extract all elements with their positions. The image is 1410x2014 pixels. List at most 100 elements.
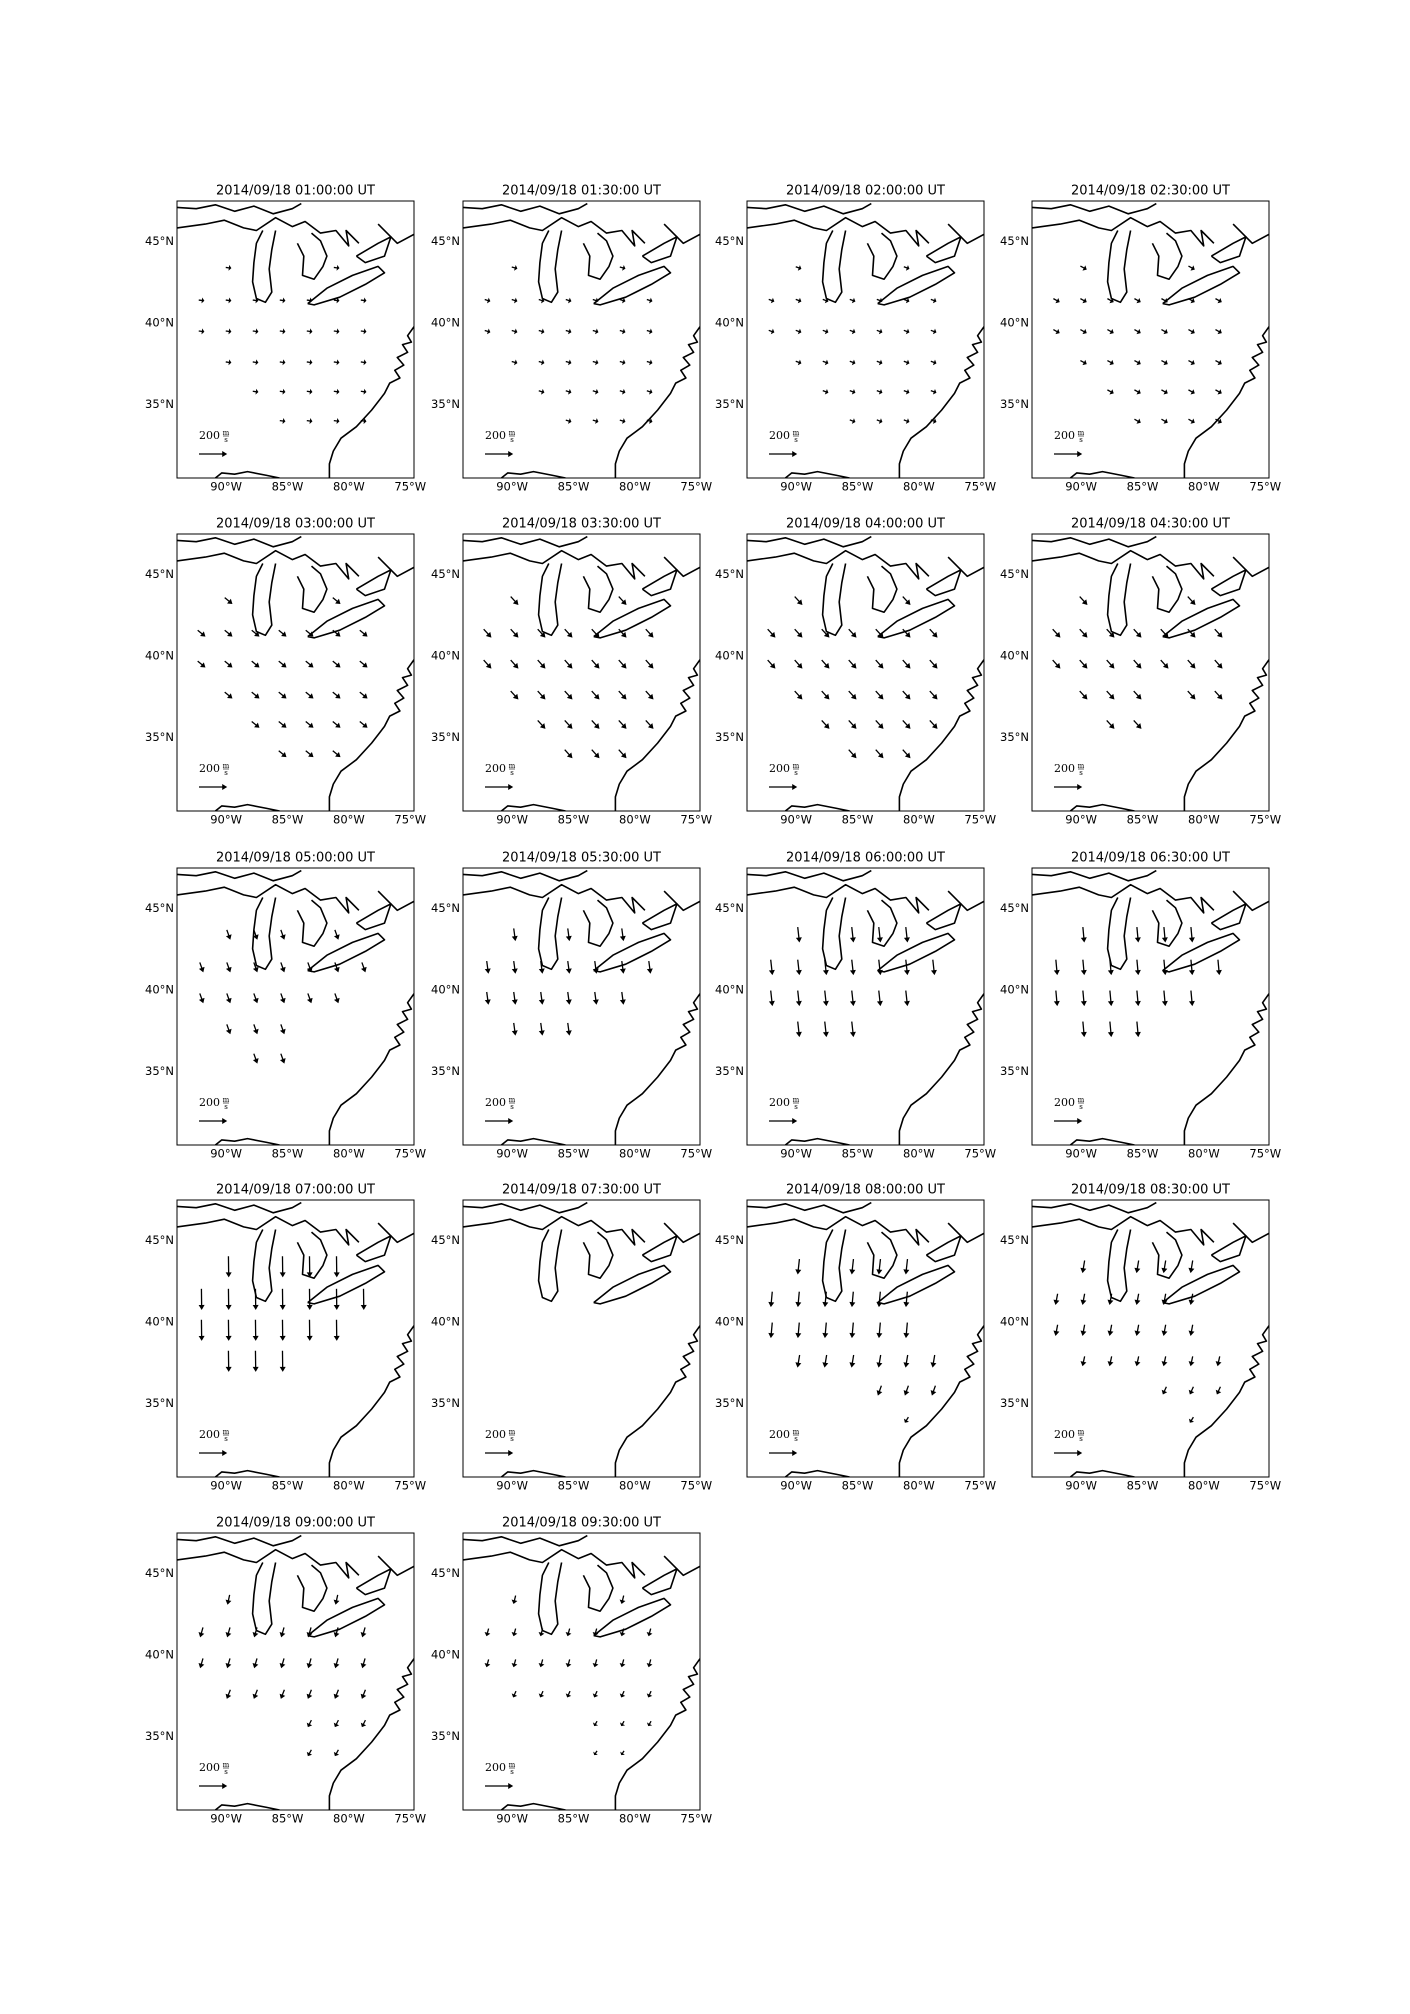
coastline [614,326,700,478]
map-area [463,869,700,1145]
wind-arrow [306,359,313,366]
wind-arrow [1161,926,1168,943]
wind-arrow [511,991,518,1005]
coastline [1032,549,1215,580]
map-area [747,1201,984,1477]
wind-arrow [646,328,653,335]
wind-arrow [224,629,233,637]
wind-arrow [767,628,776,638]
map-area [747,202,984,478]
wind-arrow [279,962,286,973]
map-area [747,535,984,811]
wind-arrow [1133,659,1142,669]
panel-title: 2014/09/18 01:00:00 UT [216,184,375,199]
panel-title: 2014/09/18 05:00:00 UT [216,851,375,866]
key-arrow [1054,1450,1083,1456]
wind-arrow [1134,359,1141,366]
key-unit-numerator: m [793,429,800,437]
coastline [614,993,700,1145]
wind-arrow [1079,628,1088,638]
wind-arrow [876,297,883,304]
wind-arrow [360,1288,367,1310]
key-arrow [769,451,798,457]
wind-arrow [1161,959,1168,976]
x-tick-label: 85°W [842,1147,874,1161]
coastline [947,556,984,578]
wind-arrow [903,1385,910,1396]
wind-arrow [902,628,911,638]
wind-arrow [538,1022,545,1036]
x-tick-label: 75°W [394,480,426,494]
coastline [355,1568,392,1596]
coastline [641,903,678,931]
wind-arrow [333,962,340,973]
y-tick-label: 40°N [145,649,174,663]
wind-arrow [1161,1324,1168,1336]
wind-arrow [279,359,286,366]
y-tick-label: 35°N [145,1396,174,1410]
wind-arrow [619,265,626,271]
coastline [1106,230,1132,304]
wind-arrow [360,359,367,366]
wind-arrow [1134,297,1141,304]
wind-arrow [360,297,367,304]
wind-arrow [849,959,856,976]
wind-arrow [279,1319,286,1341]
key-unit-denominator: s [794,769,798,777]
coastline [1032,1215,1215,1246]
wind-arrow [565,359,572,366]
wind-arrow [1187,659,1196,669]
coastline [463,869,588,882]
wind-arrow [1107,1356,1114,1367]
wind-arrow [592,388,599,395]
wind-arrow [1106,690,1115,700]
wind-arrow [538,1628,545,1637]
x-tick-label: 80°W [333,480,365,494]
x-tick-label: 75°W [964,1479,996,1493]
coastline [747,202,872,215]
wind-arrow [821,719,830,729]
x-tick-label: 75°W [680,1147,712,1161]
coastline [1106,563,1132,637]
y-tick-label: 40°N [431,983,460,997]
wind-arrow [1107,359,1114,366]
wind-arrow [1214,659,1223,669]
y-tick-label: 45°N [715,1233,744,1247]
wind-arrow [929,719,938,729]
map-area [463,535,700,811]
panel-title: 2014/09/18 02:00:00 UT [786,184,945,199]
wind-arrow [333,359,340,366]
wind-arrow [848,749,857,759]
wind-arrow [251,660,260,668]
key-unit-denominator: s [1079,1103,1083,1111]
panel-title: 2014/09/18 08:00:00 UT [786,1183,945,1198]
y-tick-label: 40°N [431,1315,460,1329]
coastline [1183,326,1269,478]
y-tick-label: 35°N [715,730,744,744]
wind-arrow [1134,926,1141,943]
wind-arrow [1107,297,1114,304]
x-tick-label: 85°W [272,813,304,827]
wind-arrow [592,1628,599,1637]
coastline [177,883,360,914]
wind-arrow [511,1595,518,1605]
wind-arrow [225,1594,232,1605]
wind-arrow [903,1258,910,1275]
map-panel: 2014/09/18 07:00:00 UT 90°W 85°W 80°W 75°W 35… [145,1183,426,1493]
wind-arrow [849,388,856,395]
x-tick-label: 75°W [394,813,426,827]
key-value: 200 [199,1761,220,1774]
wind-arrow [565,991,572,1005]
wind-arrow [795,1291,802,1308]
wind-arrow [332,660,341,668]
wind-arrow [225,1256,232,1278]
x-tick-label: 90°W [1065,480,1097,494]
wind-arrow [849,328,856,335]
x-tick-label: 85°W [558,480,590,494]
axes-frame [176,533,415,812]
key-unit-denominator: s [510,1435,514,1443]
wind-arrow [903,959,910,976]
x-tick-label: 90°W [496,813,528,827]
panel-title: 2014/09/18 03:00:00 UT [216,517,375,532]
coastline [296,232,328,281]
